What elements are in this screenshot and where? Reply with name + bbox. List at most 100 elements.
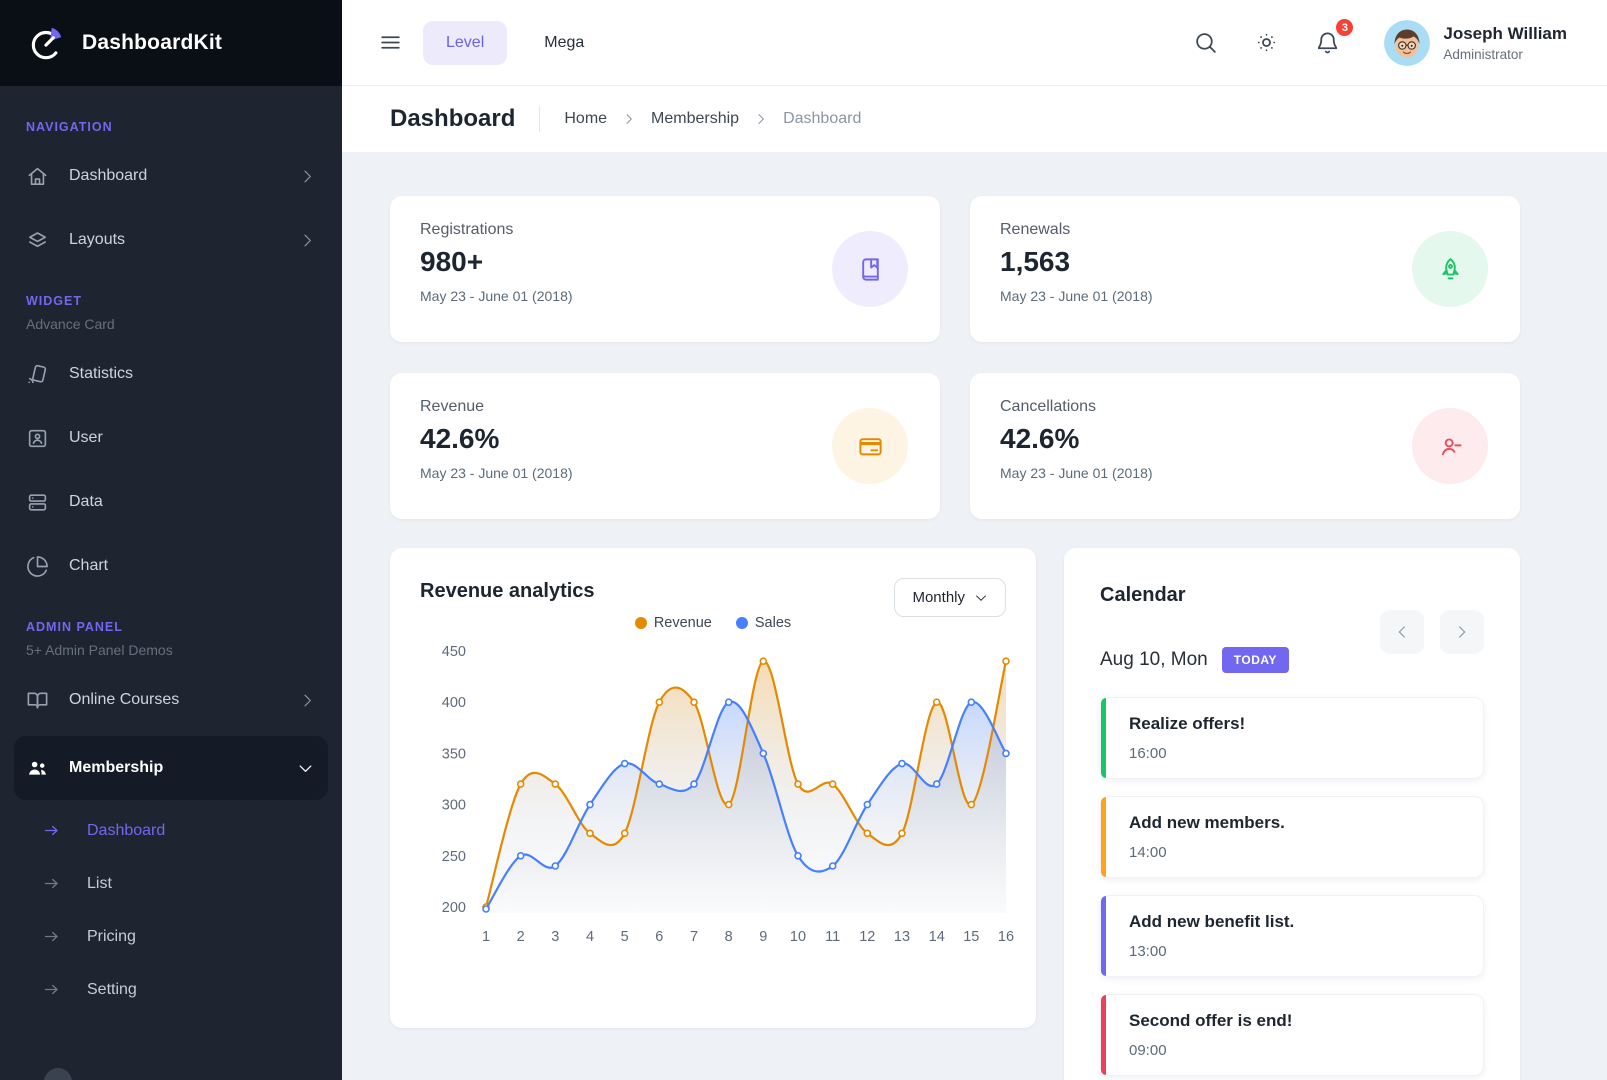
data-point-marker[interactable] (551, 862, 560, 870)
range-selector-dropdown[interactable]: Monthly (894, 578, 1006, 617)
caption-subtitle: 5+ Admin Panel Demos (26, 642, 173, 658)
page-title: Dashboard (390, 105, 516, 132)
data-point-marker[interactable] (967, 698, 976, 706)
tab-mega[interactable]: Mega (521, 21, 607, 65)
sidebar-item-label: Statistics (69, 365, 134, 382)
data-point-marker[interactable] (690, 698, 698, 706)
data-point-marker[interactable] (620, 759, 629, 768)
brightness-icon[interactable] (1248, 24, 1285, 61)
data-point-marker[interactable] (620, 829, 629, 838)
data-point-marker[interactable] (794, 780, 802, 788)
chevron-right-icon (299, 168, 316, 185)
legend-label: Sales (754, 615, 792, 631)
sidebar-item-label: Online Courses (69, 691, 180, 708)
data-point-marker[interactable] (724, 698, 733, 706)
sidebar-item-statistics[interactable]: Statistics (0, 342, 342, 406)
hamburger-menu-button[interactable] (372, 24, 409, 61)
bell-icon[interactable] (1309, 24, 1346, 61)
data-point-marker[interactable] (932, 698, 941, 706)
calendar-date: Aug 10, Mon (1100, 649, 1208, 670)
calendar-next-button[interactable] (1440, 610, 1484, 654)
data-point-marker[interactable] (516, 852, 525, 860)
bottom-row: Revenue analytics Monthly Revenue Sales 4… (390, 548, 1520, 1080)
data-point-marker[interactable] (898, 829, 906, 838)
data-point-marker[interactable] (586, 829, 594, 838)
sidebar-subitem-dashboard[interactable]: Dashboard (0, 804, 342, 857)
x-tick-label: 15 (963, 929, 979, 945)
tab-level[interactable]: Level (423, 20, 508, 65)
data-point-marker[interactable] (1002, 749, 1010, 758)
data-point-marker[interactable] (1002, 657, 1010, 666)
breadcrumb-membership[interactable]: Membership (651, 110, 740, 127)
data-point-marker[interactable] (898, 759, 906, 768)
sidebar-item-dashboard[interactable]: Dashboard (0, 144, 342, 208)
notification-badge: 3 (1334, 17, 1356, 38)
data-point-marker[interactable] (655, 698, 664, 706)
chevron-right-icon (622, 112, 636, 126)
data-point-marker[interactable] (516, 780, 525, 788)
x-tick-label: 12 (859, 929, 875, 945)
sidebar-item-chart[interactable]: Chart (0, 534, 342, 598)
calendar-event[interactable]: Add new members. 14:00 (1100, 796, 1484, 878)
event-title: Add new benefit list. (1129, 912, 1295, 931)
sidebar-item-data[interactable]: Data (0, 470, 342, 534)
caption-label: NAVIGATION (26, 120, 113, 134)
data-point-marker[interactable] (724, 800, 733, 809)
sidebar-item-membership[interactable]: Membership (14, 736, 328, 800)
x-tick-label: 9 (759, 929, 767, 945)
search-icon[interactable] (1187, 24, 1224, 61)
data-point-marker[interactable] (863, 829, 872, 838)
data-point-marker[interactable] (759, 657, 768, 666)
brand[interactable]: DashboardKit (0, 0, 342, 86)
data-point-marker[interactable] (828, 862, 837, 870)
calendar-event[interactable]: Second offer is end! 09:00 (1100, 994, 1484, 1076)
data-point-marker[interactable] (794, 852, 802, 860)
notifications[interactable]: 3 (1309, 17, 1356, 61)
user-profile[interactable]: Joseph William Administrator (1384, 19, 1567, 66)
statistics-icon (26, 363, 49, 386)
x-tick-label: 1 (482, 929, 490, 945)
data-point-marker[interactable] (967, 800, 976, 809)
legend-item-sales[interactable]: Sales (735, 615, 792, 631)
breadcrumb-home[interactable]: Home (564, 110, 608, 127)
range-selector-value: Monthly (912, 589, 965, 606)
data-point-marker[interactable] (690, 780, 698, 788)
server-icon (26, 491, 49, 514)
sidebar-item-user[interactable]: User (0, 406, 342, 470)
sidebar-item-layouts[interactable]: Layouts (0, 208, 342, 272)
arrow-right-icon (42, 927, 61, 946)
data-point-marker[interactable] (655, 780, 664, 788)
chart-title: Revenue analytics (420, 580, 595, 602)
data-point-marker[interactable] (759, 749, 768, 758)
calendar-date-row: Aug 10, Mon TODAY (1100, 647, 1484, 673)
event-time: 16:00 (1129, 745, 1167, 762)
x-tick-label: 6 (655, 929, 663, 945)
data-point-marker[interactable] (828, 780, 837, 788)
user-card-icon (26, 427, 49, 450)
stat-card-title: Revenue (420, 398, 485, 415)
data-point-marker[interactable] (932, 780, 941, 788)
sidebar-subitem-setting[interactable]: Setting (0, 963, 342, 1016)
sidebar-subitem-pricing[interactable]: Pricing (0, 910, 342, 963)
calendar-event[interactable]: Realize offers! 16:00 (1100, 697, 1484, 779)
x-tick-label: 3 (551, 929, 559, 945)
chevron-right-icon (299, 232, 316, 249)
users-icon (26, 757, 49, 780)
sidebar-item-label: Membership (69, 759, 164, 776)
sidebar-subitem-list[interactable]: List (0, 857, 342, 910)
x-tick-label: 7 (690, 929, 698, 945)
calendar-event[interactable]: Add new benefit list. 13:00 (1100, 895, 1484, 977)
data-point-marker[interactable] (482, 905, 490, 913)
stat-card-title: Registrations (420, 221, 514, 238)
sidebar-item-online-courses[interactable]: Online Courses (0, 668, 342, 732)
legend-item-revenue[interactable]: Revenue (634, 615, 712, 631)
today-badge: TODAY (1221, 647, 1289, 673)
y-tick-label: 200 (442, 900, 466, 916)
calendar-prev-button[interactable] (1380, 610, 1424, 654)
event-title: Add new members. (1129, 813, 1285, 832)
data-point-marker[interactable] (586, 800, 594, 809)
data-point-marker[interactable] (551, 780, 560, 788)
stat-card-registrations: Registrations 980+ May 23 - June 01 (2018) (390, 196, 940, 342)
data-point-marker[interactable] (863, 800, 872, 809)
